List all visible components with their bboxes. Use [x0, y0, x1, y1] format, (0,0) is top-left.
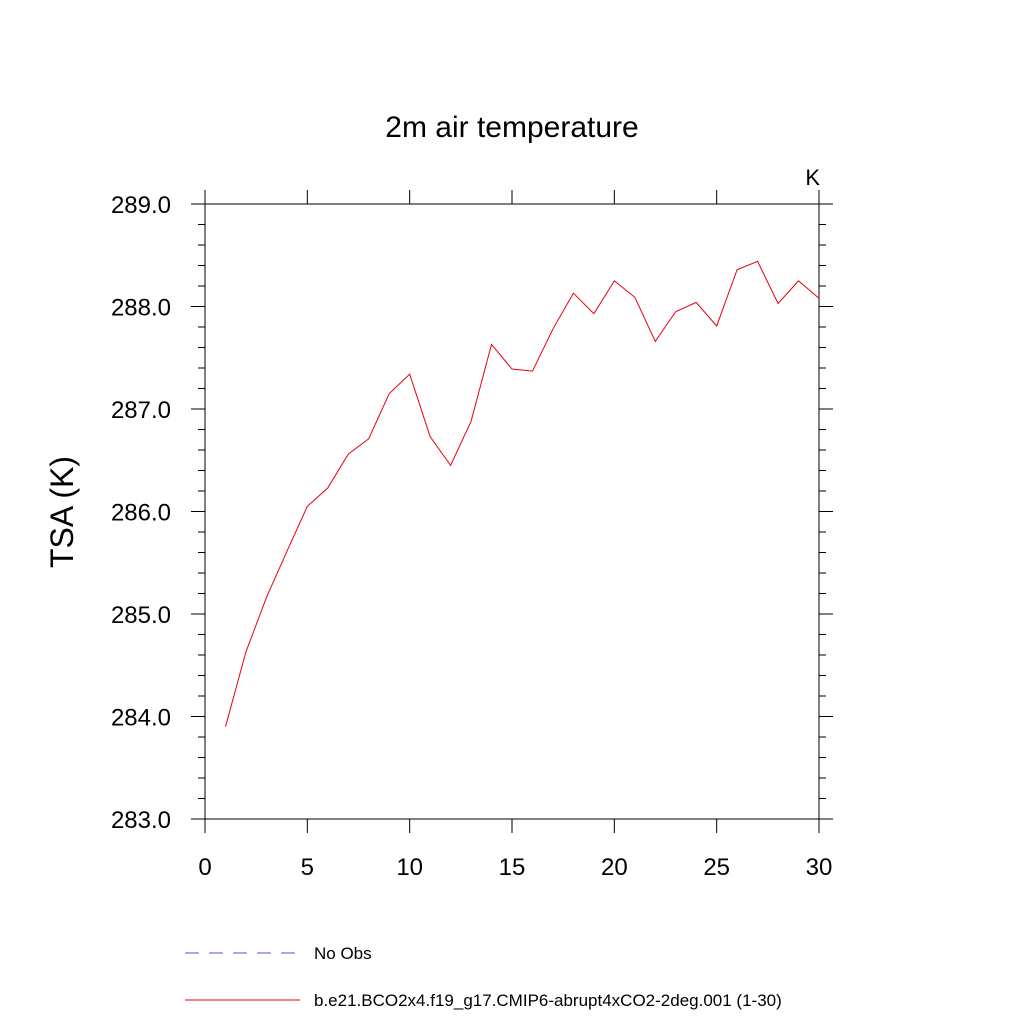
- x-tick-label: 0: [198, 854, 211, 881]
- series-layer: [224, 260, 820, 727]
- y-tick-label: 286.0: [111, 500, 171, 527]
- x-tick-label: 15: [499, 854, 526, 881]
- y-tick-label: 283.0: [111, 807, 171, 834]
- legend-label: b.e21.BCO2x4.f19_g17.CMIP6-abrupt4xCO2-2…: [314, 991, 782, 1010]
- y-tick-label: 289.0: [111, 192, 171, 219]
- ticks: 0 5 10 15 20 25 30 283.0 284.0 285.0 286.0 287.0 288…: [111, 190, 833, 881]
- legend-label: No Obs: [314, 944, 372, 963]
- x-tick-label: 5: [301, 854, 314, 881]
- y-tick-label: 287.0: [111, 397, 171, 424]
- legend: No Obs b.e21.BCO2x4.f19_g17.CMIP6-abrupt4…: [185, 944, 782, 1010]
- x-tick-label: 10: [396, 854, 423, 881]
- unit-label: K: [805, 165, 820, 190]
- x-tick-label: 20: [601, 854, 628, 881]
- chart-title: 2m air temperature: [385, 111, 638, 144]
- y-tick-label: 284.0: [111, 705, 171, 732]
- x-tick-label: 30: [806, 854, 833, 881]
- y-tick-label: 285.0: [111, 602, 171, 629]
- y-tick-label: 288.0: [111, 295, 171, 322]
- y-axis-label: TSA (K): [44, 456, 80, 568]
- x-tick-label: 25: [703, 854, 730, 881]
- plot-frame: [204, 203, 820, 820]
- series-line: [224, 260, 820, 727]
